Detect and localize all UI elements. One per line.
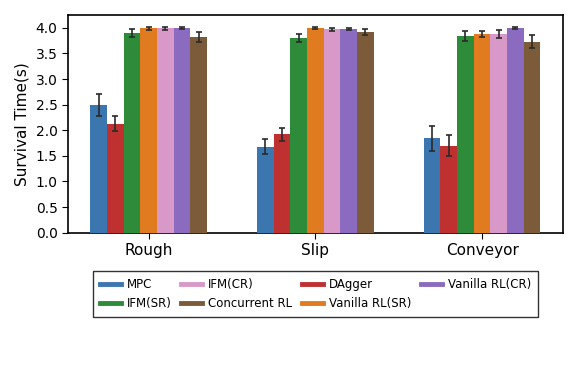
Bar (157, 28, 174, 233)
Bar (457, 36, 474, 233)
Bar (307, 28, 324, 233)
Bar (340, 29, 357, 233)
Legend: MPC, IFM(SR), IFM(CR), Concurrent RL, DAgger, Vanilla RL(SR), Vanilla RL(CR): MPC, IFM(SR), IFM(CR), Concurrent RL, DA… (92, 271, 538, 318)
Y-axis label: Survival Time(s): Survival Time(s) (15, 62, 30, 186)
Bar (140, 28, 157, 233)
Bar (324, 29, 340, 233)
Bar (291, 38, 307, 233)
Bar (507, 28, 524, 233)
Bar (440, 145, 457, 233)
Bar (491, 34, 507, 233)
Bar (524, 42, 540, 233)
Bar (474, 34, 491, 233)
Bar (174, 28, 191, 233)
Bar (107, 123, 124, 233)
Bar (191, 37, 207, 233)
Bar (357, 32, 374, 233)
Bar (257, 147, 274, 233)
Bar (424, 138, 440, 233)
Bar (91, 105, 107, 233)
Bar (124, 33, 140, 233)
Bar (274, 134, 291, 233)
